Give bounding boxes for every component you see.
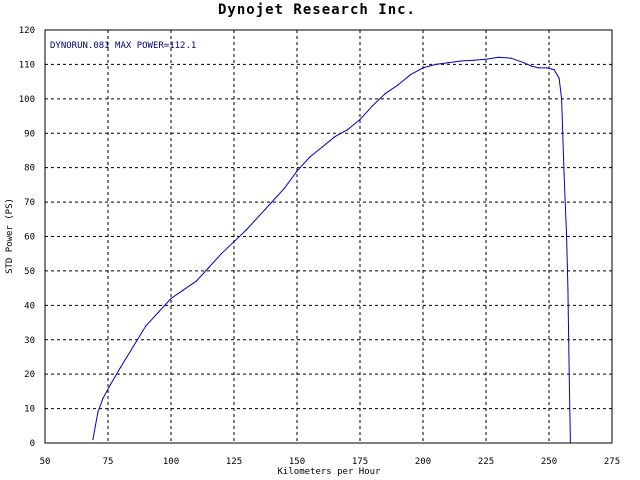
y-tick-label: 120 <box>19 26 35 36</box>
power-curve-point <box>246 229 248 231</box>
x-tick-label: 175 <box>352 457 368 467</box>
x-axis-ticks: 50 75 100 125 150 175 200 225 250 275 <box>40 457 621 467</box>
power-curve-point <box>109 383 112 386</box>
x-tick-label: 225 <box>478 457 494 467</box>
power-curve-point <box>435 63 437 66</box>
x-tick-label: 150 <box>289 457 305 467</box>
y-tick-label: 50 <box>24 267 35 277</box>
y-tick-label: 90 <box>24 129 35 139</box>
y-tick-label: 60 <box>24 233 35 243</box>
power-curve-point <box>372 105 374 107</box>
x-tick-label: 125 <box>226 457 242 467</box>
y-tick-label: 70 <box>24 198 35 208</box>
chart-title: Dynojet Research Inc. <box>218 2 416 18</box>
x-tick-label: 250 <box>541 457 557 467</box>
power-curve-point <box>568 373 570 375</box>
power-curve-point <box>563 173 565 176</box>
power-curve-point <box>567 287 569 289</box>
power-curve-point <box>569 442 572 444</box>
power-curve-point <box>220 253 222 255</box>
power-curve-point <box>157 311 159 313</box>
x-tick-label: 200 <box>415 457 431 467</box>
x-tick-label: 75 <box>103 457 114 467</box>
power-curve-point <box>359 118 361 121</box>
power-curve-point <box>195 280 197 282</box>
run-annotation: DYNORUN.081 MAX POWER=112.1 <box>50 41 196 51</box>
power-curve-point <box>530 65 532 67</box>
power-curve-point <box>538 67 540 69</box>
power-curve-point <box>233 241 235 243</box>
power-curve-point <box>447 62 449 64</box>
power-curve-point <box>498 56 500 58</box>
series-group <box>92 56 572 444</box>
power-curve-line <box>92 56 571 444</box>
power-curve-point <box>566 235 568 238</box>
power-curve-point <box>208 266 210 269</box>
power-curve-point <box>558 77 560 79</box>
power-curve-point <box>120 366 122 368</box>
x-tick-label: 50 <box>40 457 51 467</box>
x-tick-label: 100 <box>163 457 179 467</box>
y-axis-ticks: 0 10 20 30 40 50 60 70 80 90 100 110 120 <box>19 26 35 449</box>
power-curve-point <box>553 68 555 71</box>
y-tick-label: 80 <box>24 164 35 174</box>
power-curve-point <box>472 59 474 61</box>
power-curve-point <box>409 74 411 76</box>
power-curve-point <box>561 98 563 100</box>
plot-frame <box>44 29 613 444</box>
power-curve-point <box>545 67 548 69</box>
power-curve-point <box>460 60 462 62</box>
y-tick-label: 40 <box>24 301 35 311</box>
grid <box>45 30 612 443</box>
power-curve-point <box>258 215 260 217</box>
y-axis-label: STD Power (PS) <box>5 198 15 274</box>
y-tick-label: 20 <box>24 370 35 380</box>
x-axis-label: Kilometers per Hour <box>278 467 382 477</box>
power-curve-point <box>510 57 512 59</box>
y-tick-label: 0 <box>30 439 35 449</box>
power-curve-point <box>102 397 104 399</box>
power-curve-point <box>145 325 147 327</box>
power-curve-point <box>296 170 298 172</box>
power-curve-point <box>321 146 323 148</box>
power-curve-point <box>170 297 172 300</box>
power-curve-point <box>132 346 134 348</box>
power-curve-point <box>92 438 94 441</box>
y-tick-label: 100 <box>19 95 35 105</box>
power-curve-point <box>271 201 273 203</box>
power-curve-point <box>346 129 348 131</box>
power-curve-point <box>97 411 99 413</box>
power-curve-point <box>384 93 386 95</box>
power-curve-point <box>334 136 336 138</box>
power-curve-point <box>94 425 96 427</box>
x-tick-label: 275 <box>604 457 620 467</box>
power-curve-point <box>485 58 487 60</box>
y-tick-label: 30 <box>24 336 35 346</box>
power-curve-point <box>183 289 185 291</box>
power-curve-point <box>309 156 311 158</box>
y-tick-label: 110 <box>19 60 35 70</box>
power-curve-point <box>283 187 285 189</box>
power-curve-point <box>523 62 525 64</box>
y-tick-label: 10 <box>24 405 35 415</box>
power-curve-point <box>422 67 424 69</box>
power-curve-point <box>397 84 399 86</box>
